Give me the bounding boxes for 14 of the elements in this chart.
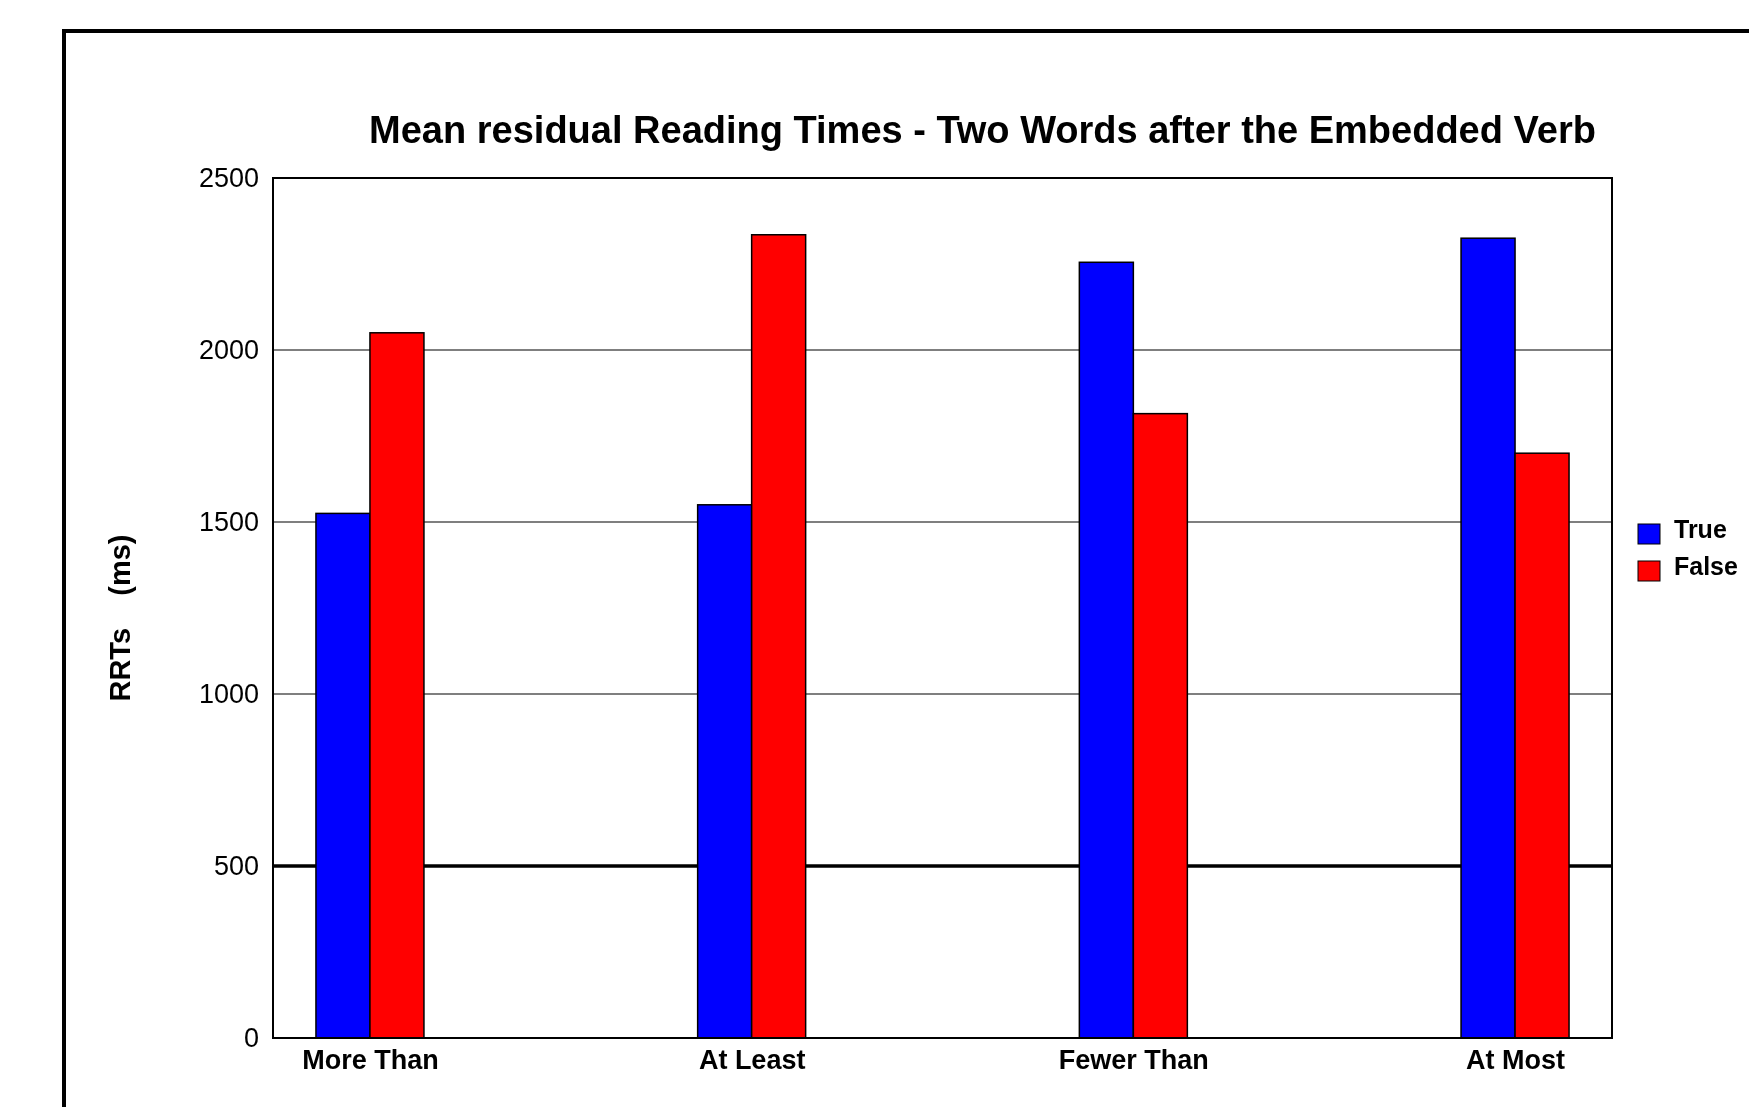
y-tick-label: 1000 (198, 679, 259, 710)
x-tick-label: At Most (1466, 1045, 1566, 1076)
x-tick-label: At Least (698, 1045, 806, 1076)
x-tick-label: Fewer Than (1058, 1045, 1209, 1076)
y-tick-label: 1500 (198, 507, 259, 538)
y-tick-label: 500 (213, 851, 259, 882)
y-tick-label: 2500 (198, 163, 259, 194)
legend-label: True (1674, 515, 1727, 543)
y-axis-title: RRTs (ms) (104, 534, 136, 702)
chart-title: Mean residual Reading Times - Two Words after the Embedded Verb (369, 109, 1596, 151)
y-tick-label: 0 (243, 1023, 259, 1054)
x-tick-label: More Than (302, 1045, 439, 1076)
legend-label: False (1674, 552, 1739, 580)
y-tick-label: 2000 (198, 335, 259, 366)
